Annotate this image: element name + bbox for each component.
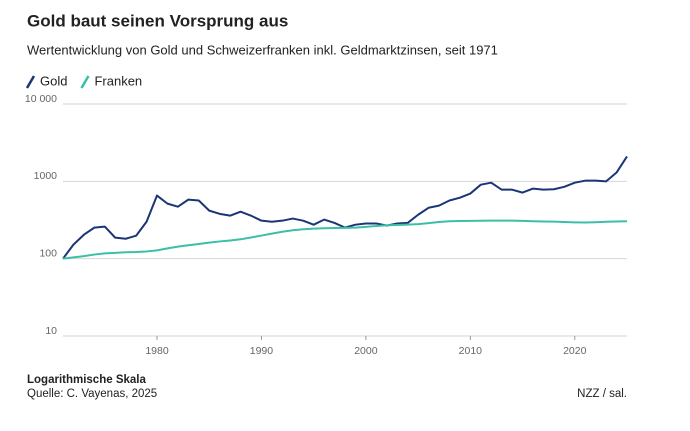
- x-tick-label: 2020: [563, 345, 587, 357]
- y-tick-label: 1000: [34, 170, 58, 182]
- source: Quelle: C. Vayenas, 2025: [27, 388, 157, 400]
- y-tick-label: 100: [39, 247, 57, 259]
- x-tick-label: 2010: [459, 345, 483, 357]
- x-tick-label: 2000: [354, 345, 378, 357]
- line-series: [62, 219, 628, 260]
- note: Logarithmische Skala: [27, 374, 146, 386]
- legend-label: Gold: [40, 73, 67, 88]
- chart-subtitle: Wertentwicklung von Gold und Schweizerfr…: [27, 42, 498, 57]
- x-tick-label: 1980: [145, 345, 169, 357]
- legend-label: Franken: [94, 73, 142, 88]
- credit: NZZ / sal.: [577, 388, 627, 400]
- legend-marker: [25, 75, 36, 89]
- x-tick-label: 1990: [250, 345, 274, 357]
- chart-title: Gold baut seinen Vorsprung aus: [27, 11, 288, 30]
- y-tick-label: 10 000: [25, 93, 57, 105]
- legend-marker: [80, 75, 90, 89]
- y-tick-label: 10: [45, 325, 57, 337]
- line-series: [62, 155, 628, 260]
